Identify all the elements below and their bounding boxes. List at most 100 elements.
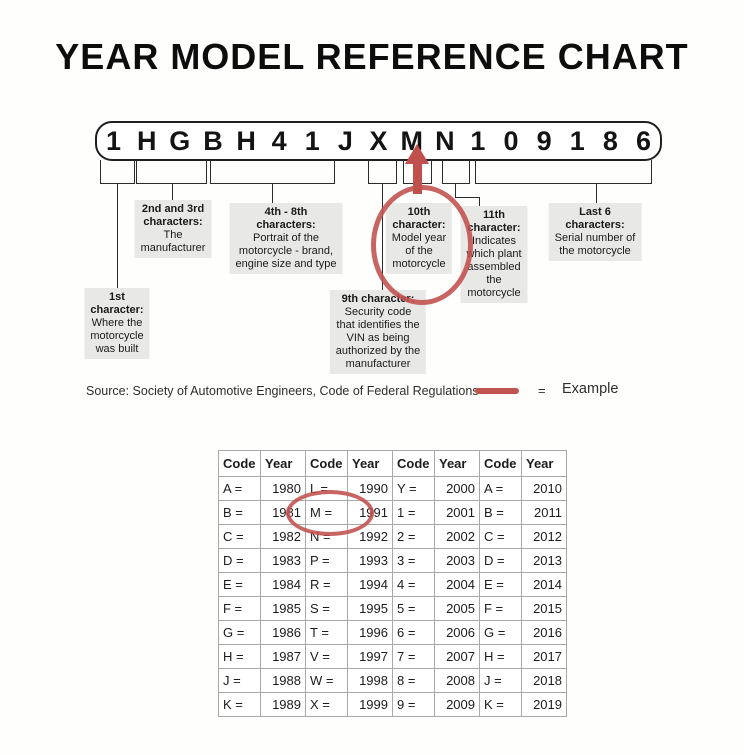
year-cell: 2001 (434, 500, 480, 525)
table-row: G = 1986 T = 1996 6 = 2006 G = 2016 (218, 620, 567, 645)
callout-head-line: 11th (482, 209, 506, 221)
code-cell: J = (479, 668, 522, 693)
year-cell: 1989 (260, 692, 306, 717)
code-cell: H = (218, 644, 261, 669)
example-arrow-up-icon (405, 144, 429, 164)
table-header-cell: Year (521, 450, 567, 477)
year-code-table-header: Code Year Code Year Code Year Code Year (218, 450, 567, 477)
code-cell: C = (479, 524, 522, 549)
code-cell: T = (305, 620, 348, 645)
year-cell: 2004 (434, 572, 480, 597)
vin-character-12: 1 (470, 126, 486, 156)
callout-9th-character: 9th character: Security code that identifi… (329, 290, 427, 374)
callout-body-line: Where the (91, 317, 143, 329)
table-header-cell: Code (305, 450, 348, 477)
page-title: YEAR MODEL REFERENCE CHART (55, 36, 689, 77)
connector-2nd-3rd (172, 183, 173, 200)
vin-character-17: 6 (636, 126, 652, 156)
code-cell: 2 = (392, 524, 435, 549)
callout-body-line: motorcycle - brand, (238, 245, 334, 257)
callout-body-line: was built (95, 343, 139, 355)
code-cell: P = (305, 548, 348, 573)
code-cell: W = (305, 668, 348, 693)
table-row: E = 1984 R = 1994 4 = 2004 E = 2014 (218, 572, 567, 597)
vin-character-15: 1 (569, 126, 585, 156)
legend-label: Example (562, 381, 619, 397)
code-cell: 4 = (392, 572, 435, 597)
year-cell: 1993 (347, 548, 393, 573)
callout-body-line: Portrait of the (252, 232, 320, 244)
code-cell: 7 = (392, 644, 435, 669)
callout-head-line: character: (467, 222, 521, 234)
example-circle-m-1991-icon (286, 490, 374, 536)
bracket-9th-character (368, 160, 397, 184)
year-cell: 2018 (521, 668, 567, 693)
callout-head-line: characters: (143, 216, 203, 228)
year-cell: 1994 (347, 572, 393, 597)
vin-character-3: G (169, 126, 191, 156)
callout-body-line: the motorcycle (559, 245, 631, 257)
year-cell: 1987 (260, 644, 306, 669)
year-cell: 1983 (260, 548, 306, 573)
callout-1st-character: 1st character: Where the motorcycle was buil… (84, 288, 150, 359)
year-cell: 1995 (347, 596, 393, 621)
year-cell: 2003 (434, 548, 480, 573)
callout-body-line: manufacturer (345, 358, 411, 370)
callout-4th-8th-characters: 4th - 8th characters: Portrait of the motor… (229, 203, 343, 274)
vin-character-11: N (435, 126, 455, 156)
year-cell: 1988 (260, 668, 306, 693)
callout-body-line: VIN as being (346, 332, 410, 344)
connector-1st (117, 183, 118, 288)
callout-body-line: authorized by the (335, 345, 421, 357)
bracket-last-6-characters (475, 160, 652, 184)
code-cell: D = (479, 548, 522, 573)
year-cell: 2014 (521, 572, 567, 597)
connector-11th-b (455, 197, 480, 198)
code-cell: K = (218, 692, 261, 717)
year-cell: 1998 (347, 668, 393, 693)
callout-body-line: motorcycle (90, 330, 144, 342)
code-cell: H = (479, 644, 522, 669)
code-cell: B = (218, 500, 261, 525)
year-cell: 1985 (260, 596, 306, 621)
connector-last-6 (596, 183, 597, 203)
year-cell: 1984 (260, 572, 306, 597)
callout-body-line: manufacturer (140, 242, 206, 254)
callout-body-line: the (486, 274, 502, 286)
code-cell: 6 = (392, 620, 435, 645)
year-cell: 1986 (260, 620, 306, 645)
table-header-cell: Year (434, 450, 480, 477)
code-cell: B = (479, 500, 522, 525)
code-cell: F = (218, 596, 261, 621)
table-header-cell: Code (218, 450, 261, 477)
callout-body-line: Indicates (471, 235, 517, 247)
bracket-11th-character (442, 160, 470, 184)
callout-head-line: 1st (109, 291, 125, 303)
callout-body-line: which plant (466, 248, 522, 260)
code-cell: D = (218, 548, 261, 573)
callout-body-line: engine size and type (235, 258, 337, 270)
vin-character-5: H (236, 126, 256, 156)
callout-body-line: Serial number of (554, 232, 636, 244)
vin-character-7: 1 (304, 126, 320, 156)
vin-character-4: B (203, 126, 223, 156)
callout-head-line: 4th - 8th (264, 206, 308, 218)
code-cell: E = (479, 572, 522, 597)
code-cell: 8 = (392, 668, 435, 693)
bracket-4th-8th-characters (210, 160, 335, 184)
callout-head-line: characters: (565, 219, 625, 231)
table-header-cell: Year (260, 450, 306, 477)
year-cell: 2019 (521, 692, 567, 717)
vin-character-1: 1 (106, 126, 122, 156)
year-cell: 2008 (434, 668, 480, 693)
bracket-2nd-3rd-characters (136, 160, 207, 184)
code-cell: G = (479, 620, 522, 645)
callout-body-line: assembled (467, 261, 521, 273)
year-cell: 2012 (521, 524, 567, 549)
connector-4th-8th (272, 183, 273, 203)
code-cell: A = (218, 476, 261, 501)
code-cell: C = (218, 524, 261, 549)
year-cell: 2016 (521, 620, 567, 645)
